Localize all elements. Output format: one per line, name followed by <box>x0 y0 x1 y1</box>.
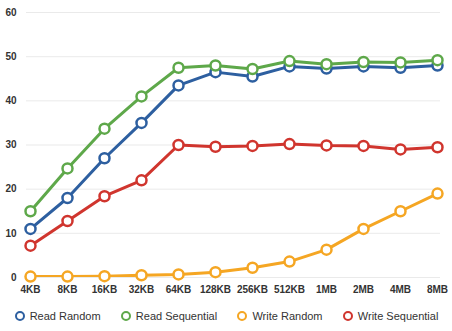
svg-text:2MB: 2MB <box>353 284 374 295</box>
svg-text:10: 10 <box>5 228 17 239</box>
html-text:Read Sequential: Read Sequential <box>135 310 218 322</box>
svg-text:50: 50 <box>5 51 17 62</box>
svg-text:8KB: 8KB <box>57 284 77 295</box>
html-text:Write Sequential: Write Sequential <box>357 310 439 322</box>
svg-text:128KB: 128KB <box>200 284 231 295</box>
svg-text:20: 20 <box>5 183 17 194</box>
svg-text:512KB: 512KB <box>274 284 305 295</box>
svg-text:8MB: 8MB <box>427 284 448 295</box>
svg-text:4KB: 4KB <box>20 284 40 295</box>
svg-text:32KB: 32KB <box>129 284 155 295</box>
svg-text:256KB: 256KB <box>237 284 268 295</box>
html-text:Read Random: Read Random <box>29 310 101 322</box>
svg-text:40: 40 <box>5 95 17 106</box>
svg-text:64KB: 64KB <box>166 284 192 295</box>
svg-text:4MB: 4MB <box>390 284 411 295</box>
html-text:Write Random: Write Random <box>252 310 323 322</box>
svg-text:30: 30 <box>5 139 17 150</box>
svg-text:0: 0 <box>11 272 17 283</box>
svg-text:60: 60 <box>5 7 17 18</box>
svg-text:16KB: 16KB <box>92 284 118 295</box>
svg-text:1MB: 1MB <box>316 284 337 295</box>
